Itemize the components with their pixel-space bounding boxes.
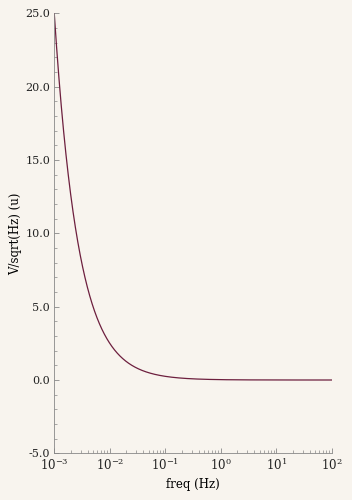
Y-axis label: V/sqrt(Hz) (u): V/sqrt(Hz) (u)	[10, 192, 23, 274]
X-axis label: freq (Hz): freq (Hz)	[166, 478, 220, 490]
